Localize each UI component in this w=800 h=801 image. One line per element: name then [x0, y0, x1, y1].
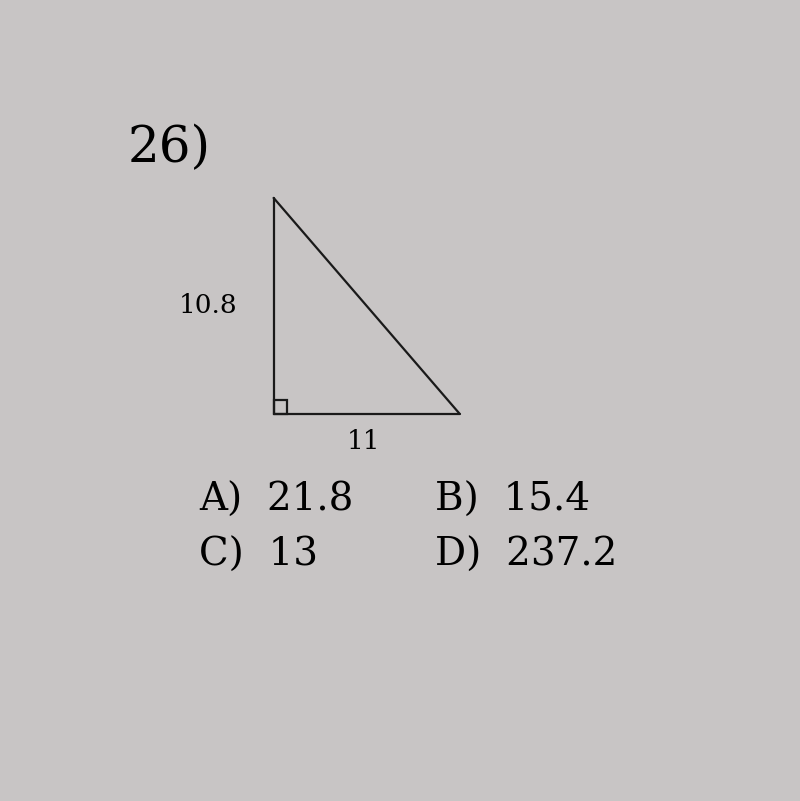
Text: A)  21.8: A) 21.8	[199, 481, 354, 518]
Text: D)  237.2: D) 237.2	[435, 537, 617, 574]
Text: 26): 26)	[128, 124, 211, 173]
Text: C)  13: C) 13	[199, 537, 318, 574]
Text: 10.8: 10.8	[179, 293, 238, 318]
Text: B)  15.4: B) 15.4	[435, 481, 590, 518]
Text: 11: 11	[346, 429, 380, 454]
